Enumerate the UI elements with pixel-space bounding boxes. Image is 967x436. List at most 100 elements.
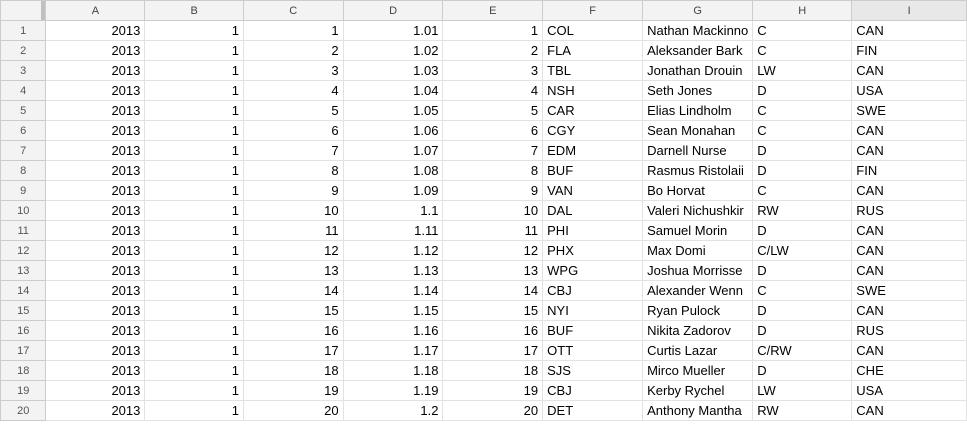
- cell-f[interactable]: CGY: [542, 120, 644, 141]
- cell-d[interactable]: 1.16: [342, 320, 444, 341]
- row-header[interactable]: 11: [0, 220, 47, 241]
- cell-a[interactable]: 2013: [45, 240, 146, 261]
- cell-a[interactable]: 2013: [45, 120, 146, 141]
- cell-g[interactable]: Jonathan Drouin: [642, 60, 754, 81]
- cell-c[interactable]: 9: [242, 180, 344, 201]
- row-header[interactable]: 12: [0, 240, 47, 261]
- cell-b[interactable]: 1: [144, 140, 244, 161]
- cell-g[interactable]: Nikita Zadorov: [642, 320, 754, 341]
- cell-g[interactable]: Samuel Morin: [642, 220, 754, 241]
- cell-i[interactable]: CAN: [851, 400, 967, 421]
- cell-h[interactable]: D: [752, 160, 853, 181]
- cell-b[interactable]: 1: [144, 40, 244, 61]
- cell-f[interactable]: CBJ: [542, 380, 644, 401]
- cell-a[interactable]: 2013: [45, 60, 146, 81]
- row-header[interactable]: 16: [0, 320, 47, 341]
- cell-g[interactable]: Valeri Nichushkir: [642, 200, 754, 221]
- cell-e[interactable]: 14: [442, 280, 544, 301]
- cell-f[interactable]: NSH: [542, 80, 644, 101]
- cell-d[interactable]: 1.07: [342, 140, 444, 161]
- cell-c[interactable]: 15: [242, 300, 344, 321]
- cell-a[interactable]: 2013: [45, 40, 146, 61]
- row-header[interactable]: 5: [0, 100, 47, 121]
- row-header[interactable]: 20: [0, 400, 47, 421]
- cell-d[interactable]: 1.03: [342, 60, 444, 81]
- row-header[interactable]: 15: [0, 300, 47, 321]
- cell-i[interactable]: CAN: [851, 240, 967, 261]
- cell-e[interactable]: 8: [442, 160, 544, 181]
- cell-d[interactable]: 1.2: [342, 400, 444, 421]
- cell-a[interactable]: 2013: [45, 160, 146, 181]
- row-header[interactable]: 13: [0, 260, 47, 281]
- cell-i[interactable]: FIN: [851, 160, 967, 181]
- cell-c[interactable]: 11: [242, 220, 344, 241]
- cell-h[interactable]: D: [752, 220, 853, 241]
- cell-d[interactable]: 1.06: [342, 120, 444, 141]
- cell-h[interactable]: LW: [752, 380, 853, 401]
- column-header[interactable]: B: [144, 0, 244, 21]
- cell-i[interactable]: USA: [851, 80, 967, 101]
- cell-d[interactable]: 1.02: [342, 40, 444, 61]
- cell-c[interactable]: 19: [242, 380, 344, 401]
- cell-h[interactable]: D: [752, 300, 853, 321]
- cell-c[interactable]: 4: [242, 80, 344, 101]
- cell-h[interactable]: C: [752, 20, 853, 41]
- cell-b[interactable]: 1: [144, 300, 244, 321]
- cell-e[interactable]: 13: [442, 260, 544, 281]
- cell-c[interactable]: 12: [242, 240, 344, 261]
- cell-b[interactable]: 1: [144, 80, 244, 101]
- cell-e[interactable]: 17: [442, 340, 544, 361]
- cell-b[interactable]: 1: [144, 240, 244, 261]
- cell-g[interactable]: Joshua Morrisse: [642, 260, 754, 281]
- cell-c[interactable]: 8: [242, 160, 344, 181]
- cell-g[interactable]: Elias Lindholm: [642, 100, 754, 121]
- cell-c[interactable]: 14: [242, 280, 344, 301]
- cell-f[interactable]: FLA: [542, 40, 644, 61]
- cell-i[interactable]: CAN: [851, 140, 967, 161]
- cell-d[interactable]: 1.08: [342, 160, 444, 181]
- cell-g[interactable]: Rasmus Ristolaii: [642, 160, 754, 181]
- column-header[interactable]: I: [851, 0, 967, 21]
- cell-a[interactable]: 2013: [45, 320, 146, 341]
- cell-b[interactable]: 1: [144, 20, 244, 41]
- cell-c[interactable]: 6: [242, 120, 344, 141]
- cell-c[interactable]: 18: [242, 360, 344, 381]
- cell-e[interactable]: 11: [442, 220, 544, 241]
- cell-b[interactable]: 1: [144, 180, 244, 201]
- cell-h[interactable]: C: [752, 100, 853, 121]
- row-header[interactable]: 2: [0, 40, 47, 61]
- cell-b[interactable]: 1: [144, 340, 244, 361]
- column-header[interactable]: H: [752, 0, 853, 21]
- cell-h[interactable]: C: [752, 280, 853, 301]
- cell-b[interactable]: 1: [144, 60, 244, 81]
- cell-e[interactable]: 10: [442, 200, 544, 221]
- cell-a[interactable]: 2013: [45, 380, 146, 401]
- row-header[interactable]: 18: [0, 360, 47, 381]
- cell-c[interactable]: 1: [242, 20, 344, 41]
- select-all-corner[interactable]: [0, 0, 47, 21]
- cell-e[interactable]: 16: [442, 320, 544, 341]
- cell-h[interactable]: C: [752, 120, 853, 141]
- cell-f[interactable]: CAR: [542, 100, 644, 121]
- cell-d[interactable]: 1.12: [342, 240, 444, 261]
- cell-f[interactable]: COL: [542, 20, 644, 41]
- cell-b[interactable]: 1: [144, 200, 244, 221]
- cell-e[interactable]: 4: [442, 80, 544, 101]
- cell-c[interactable]: 16: [242, 320, 344, 341]
- cell-e[interactable]: 6: [442, 120, 544, 141]
- cell-d[interactable]: 1.11: [342, 220, 444, 241]
- cell-e[interactable]: 7: [442, 140, 544, 161]
- cell-i[interactable]: RUS: [851, 200, 967, 221]
- cell-f[interactable]: NYI: [542, 300, 644, 321]
- cell-h[interactable]: C/RW: [752, 340, 853, 361]
- cell-h[interactable]: D: [752, 260, 853, 281]
- cell-h[interactable]: C: [752, 180, 853, 201]
- row-header[interactable]: 17: [0, 340, 47, 361]
- cell-b[interactable]: 1: [144, 120, 244, 141]
- cell-d[interactable]: 1.13: [342, 260, 444, 281]
- cell-f[interactable]: PHI: [542, 220, 644, 241]
- cell-a[interactable]: 2013: [45, 280, 146, 301]
- cell-e[interactable]: 12: [442, 240, 544, 261]
- row-header[interactable]: 9: [0, 180, 47, 201]
- cell-d[interactable]: 1.05: [342, 100, 444, 121]
